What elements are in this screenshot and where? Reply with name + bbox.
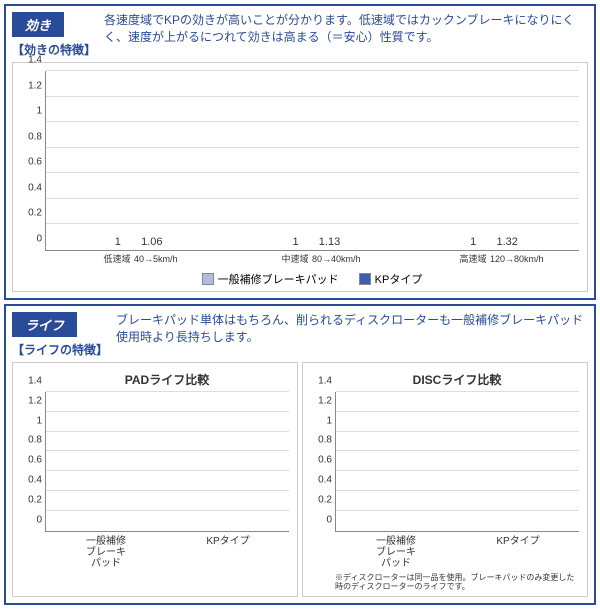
bar-value-label: 1.06 xyxy=(141,236,162,250)
panel-life: ライフ 【ライフの特徴】 ブレーキパッド単体はもちろん、削られるディスクローター… xyxy=(4,304,596,605)
panel-effectiveness: 効き 【効きの特徴】 各速度域でKPの効きが高いことが分かります。低速域ではカッ… xyxy=(4,4,596,300)
y-tick-label: 0.2 xyxy=(28,495,46,506)
tag-effectiveness: 効き xyxy=(12,12,64,37)
plot-area: 00.20.40.60.811.21.411.0611.1311.32 xyxy=(45,71,579,251)
description: 各速度域でKPの効きが高いことが分かります。低速域ではカックンブレーキになりにく… xyxy=(104,12,588,46)
x-tick-label: KPタイプ xyxy=(206,536,250,569)
y-tick-label: 0.6 xyxy=(28,157,46,168)
y-tick-label: 0 xyxy=(36,234,46,245)
plot-area: 00.20.40.60.811.21.4 xyxy=(45,392,289,532)
y-tick-label: 1.4 xyxy=(318,375,336,386)
tag-life: ライフ xyxy=(12,312,77,337)
description: ブレーキパッド単体はもちろん、削られるディスクローターも一般補修ブレーキパッド使… xyxy=(116,312,588,346)
y-tick-label: 1.2 xyxy=(318,395,336,406)
y-tick-label: 0.8 xyxy=(318,435,336,446)
panel-header: ライフ 【ライフの特徴】 ブレーキパッド単体はもちろん、削られるディスクローター… xyxy=(12,312,588,358)
plot-area: 00.20.40.60.811.21.4 xyxy=(335,392,579,532)
chart-title: PADライフ比較 xyxy=(45,371,289,388)
header-left: ライフ 【ライフの特徴】 xyxy=(12,312,108,358)
y-tick-label: 0.4 xyxy=(318,475,336,486)
y-tick-label: 0.4 xyxy=(28,182,46,193)
y-tick-label: 1.4 xyxy=(28,375,46,386)
panel-header: 効き 【効きの特徴】 各速度域でKPの効きが高いことが分かります。低速域ではカッ… xyxy=(12,12,588,58)
charts-row: PADライフ比較 00.20.40.60.811.21.4 一般補修ブレーキパッ… xyxy=(12,362,588,597)
x-tick-label: 40→5km/h xyxy=(134,255,168,265)
x-tick-label: 一般補修ブレーキパッド xyxy=(84,536,128,569)
y-tick-label: 0.8 xyxy=(28,131,46,142)
x-tick-label: 120→80km/h xyxy=(490,255,524,265)
y-tick-label: 0.8 xyxy=(28,435,46,446)
y-tick-label: 1.2 xyxy=(28,395,46,406)
subtitle: 【効きの特徴】 xyxy=(12,41,96,58)
x-tick-label: 高速域 xyxy=(456,255,490,265)
y-tick-label: 0 xyxy=(36,514,46,525)
x-tick-label: 中速域 xyxy=(278,255,312,265)
x-axis-labels: 一般補修ブレーキパッド KPタイプ xyxy=(45,536,289,569)
bar-value-label: 1.32 xyxy=(496,236,517,250)
legend-label: KPタイプ xyxy=(375,271,423,287)
legend-label: 一般補修ブレーキパッド xyxy=(218,271,339,287)
bar-value-label: 1 xyxy=(115,236,121,250)
bar-value-label: 1 xyxy=(292,236,298,250)
footnote: ※ディスクローターは同一品を使用。ブレーキパッドのみ変更した時のディスクローター… xyxy=(335,573,579,592)
x-tick-label: 80→40km/h xyxy=(312,255,346,265)
bar-value-label: 1 xyxy=(470,236,476,250)
chart-pad-life: PADライフ比較 00.20.40.60.811.21.4 一般補修ブレーキパッ… xyxy=(12,362,298,597)
y-tick-label: 1 xyxy=(326,415,336,426)
chart-effectiveness: 00.20.40.60.811.21.411.0611.1311.32 低速域4… xyxy=(12,62,588,292)
header-left: 効き 【効きの特徴】 xyxy=(12,12,96,58)
legend-item-kp: KPタイプ xyxy=(359,271,423,287)
y-tick-label: 1.4 xyxy=(28,55,46,66)
y-tick-label: 0 xyxy=(326,514,336,525)
legend-item-standard: 一般補修ブレーキパッド xyxy=(202,271,339,287)
legend: 一般補修ブレーキパッド KPタイプ xyxy=(45,271,579,287)
x-tick-label: 一般補修ブレーキパッド xyxy=(374,536,418,569)
y-tick-label: 1 xyxy=(36,415,46,426)
y-tick-label: 0.6 xyxy=(28,455,46,466)
y-tick-label: 0.2 xyxy=(318,495,336,506)
y-tick-label: 0.4 xyxy=(28,475,46,486)
x-axis-labels: 低速域40→5km/h 中速域80→40km/h 高速域120→80km/h xyxy=(45,255,579,265)
y-tick-label: 1.2 xyxy=(28,80,46,91)
chart-disc-life: DISCライフ比較 00.20.40.60.811.21.4 一般補修ブレーキパ… xyxy=(302,362,588,597)
chart-title: DISCライフ比較 xyxy=(335,371,579,388)
subtitle: 【ライフの特徴】 xyxy=(12,341,108,358)
y-tick-label: 0.6 xyxy=(318,455,336,466)
x-tick-label: KPタイプ xyxy=(496,536,540,569)
swatch-icon xyxy=(359,273,371,285)
swatch-icon xyxy=(202,273,214,285)
x-axis-labels: 一般補修ブレーキパッド KPタイプ xyxy=(335,536,579,569)
y-tick-label: 0.2 xyxy=(28,208,46,219)
x-tick-label: 低速域 xyxy=(100,255,134,265)
y-tick-label: 1 xyxy=(36,106,46,117)
bar-value-label: 1.13 xyxy=(319,236,340,250)
